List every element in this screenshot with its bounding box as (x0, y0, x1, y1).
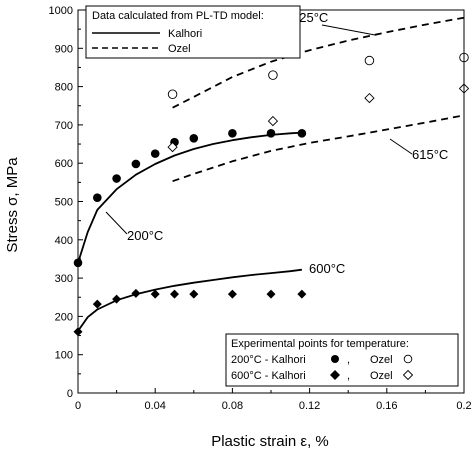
x-axis-title: Plastic strain ε, % (211, 433, 329, 450)
x-tick-label-3: 0.12 (299, 400, 320, 412)
legend-open-circle-marker (403, 354, 413, 364)
point-filled-diamond-600c-9 (297, 289, 307, 299)
annotation-600c: 600°C (309, 261, 345, 276)
legend-filled-diamond-marker (330, 370, 340, 380)
series-solid-600c-line (77, 268, 303, 332)
point-filled-diamond-600c-7 (227, 289, 237, 299)
y-tick-label-4: 400 (55, 235, 73, 247)
annotation-615c-leader (389, 138, 413, 155)
legend-row-200-label: 200°C - Kalhori (231, 354, 306, 366)
legend-row-200-ozel: Ozel (370, 354, 393, 366)
point-filled-diamond-600c-1 (92, 299, 102, 309)
point-open-diamond-615c-2 (364, 92, 375, 104)
point-filled-diamond-600c-4 (150, 289, 160, 299)
legend-row-200-separator: , (347, 354, 350, 366)
y-tick-label-9: 900 (55, 43, 73, 55)
annotation-225c: 225°C (292, 10, 328, 25)
legend-kalhori-label: Kalhori (168, 28, 202, 40)
y-tick-label-1: 100 (55, 350, 73, 362)
point-filled-diamond-600c-8 (266, 289, 276, 299)
point-filled-circle-200c-8 (266, 129, 276, 138)
y-tick-label-3: 300 (55, 273, 73, 285)
point-filled-circle-200c-4 (150, 149, 160, 158)
model-legend-box (85, 5, 301, 59)
point-open-circle-225c-1 (268, 70, 278, 80)
y-tick-label-10: 1000 (49, 5, 73, 17)
point-filled-diamond-600c-2 (112, 294, 122, 304)
plot-area (73, 16, 470, 337)
point-open-diamond-615c-0 (167, 141, 178, 153)
x-tick-label-0: 0 (75, 400, 81, 412)
y-tick-label-0: 0 (67, 388, 73, 400)
annotation-200c: 200°C (127, 228, 163, 243)
point-filled-circle-200c-7 (228, 129, 237, 138)
model-legend: Data calculated from PL-TD model: Kalhor… (85, 5, 301, 59)
annotation-200c-leader (105, 211, 128, 235)
legend-row-600-ozel: Ozel (370, 370, 393, 382)
point-filled-circle-200c-1 (93, 193, 102, 202)
point-filled-circle-200c-6 (189, 134, 199, 143)
y-tick-label-7: 700 (55, 120, 73, 132)
y-tick-label-6: 600 (55, 158, 73, 170)
x-tick-label-4: 0.16 (376, 400, 397, 412)
series-dashed-225c-line (172, 16, 465, 109)
experimental-legend-title: Experimental points for temperature: (231, 338, 409, 350)
point-filled-circle-200c-9 (297, 129, 307, 138)
annotation-615c: 615°C (412, 147, 448, 162)
point-open-diamond-615c-1 (267, 115, 279, 127)
point-open-circle-225c-2 (364, 55, 375, 66)
legend-open-diamond-marker (402, 369, 414, 381)
point-filled-circle-200c-2 (112, 174, 121, 183)
series-dashed-615c-line (172, 114, 465, 183)
x-tick-label-2: 0.08 (222, 400, 243, 412)
x-tick-label-5: 0.2 (456, 400, 471, 412)
legend-row-600-label: 600°C - Kalhori (231, 370, 306, 382)
legend-ozel-label: Ozel (168, 43, 191, 55)
point-filled-diamond-600c-5 (170, 289, 179, 299)
experimental-legend: Experimental points for temperature: 200… (225, 333, 459, 387)
model-legend-title: Data calculated from PL-TD model: (92, 10, 264, 22)
y-tick-label-8: 800 (55, 82, 73, 94)
experimental-legend-box (225, 333, 459, 387)
annotation-225c-leader (321, 24, 376, 36)
legend-row-600-separator: , (347, 370, 350, 382)
point-filled-diamond-600c-6 (189, 289, 199, 299)
x-tick-label-1: 0.04 (144, 400, 165, 412)
point-open-circle-225c-0 (167, 89, 178, 100)
y-tick-label-2: 200 (55, 311, 73, 323)
y-axis-title: Stress σ, MPa (4, 157, 21, 253)
legend-filled-circle-marker (331, 355, 339, 363)
point-filled-diamond-600c-3 (131, 288, 141, 298)
y-tick-label-5: 500 (55, 197, 73, 209)
point-filled-circle-200c-3 (131, 159, 141, 169)
